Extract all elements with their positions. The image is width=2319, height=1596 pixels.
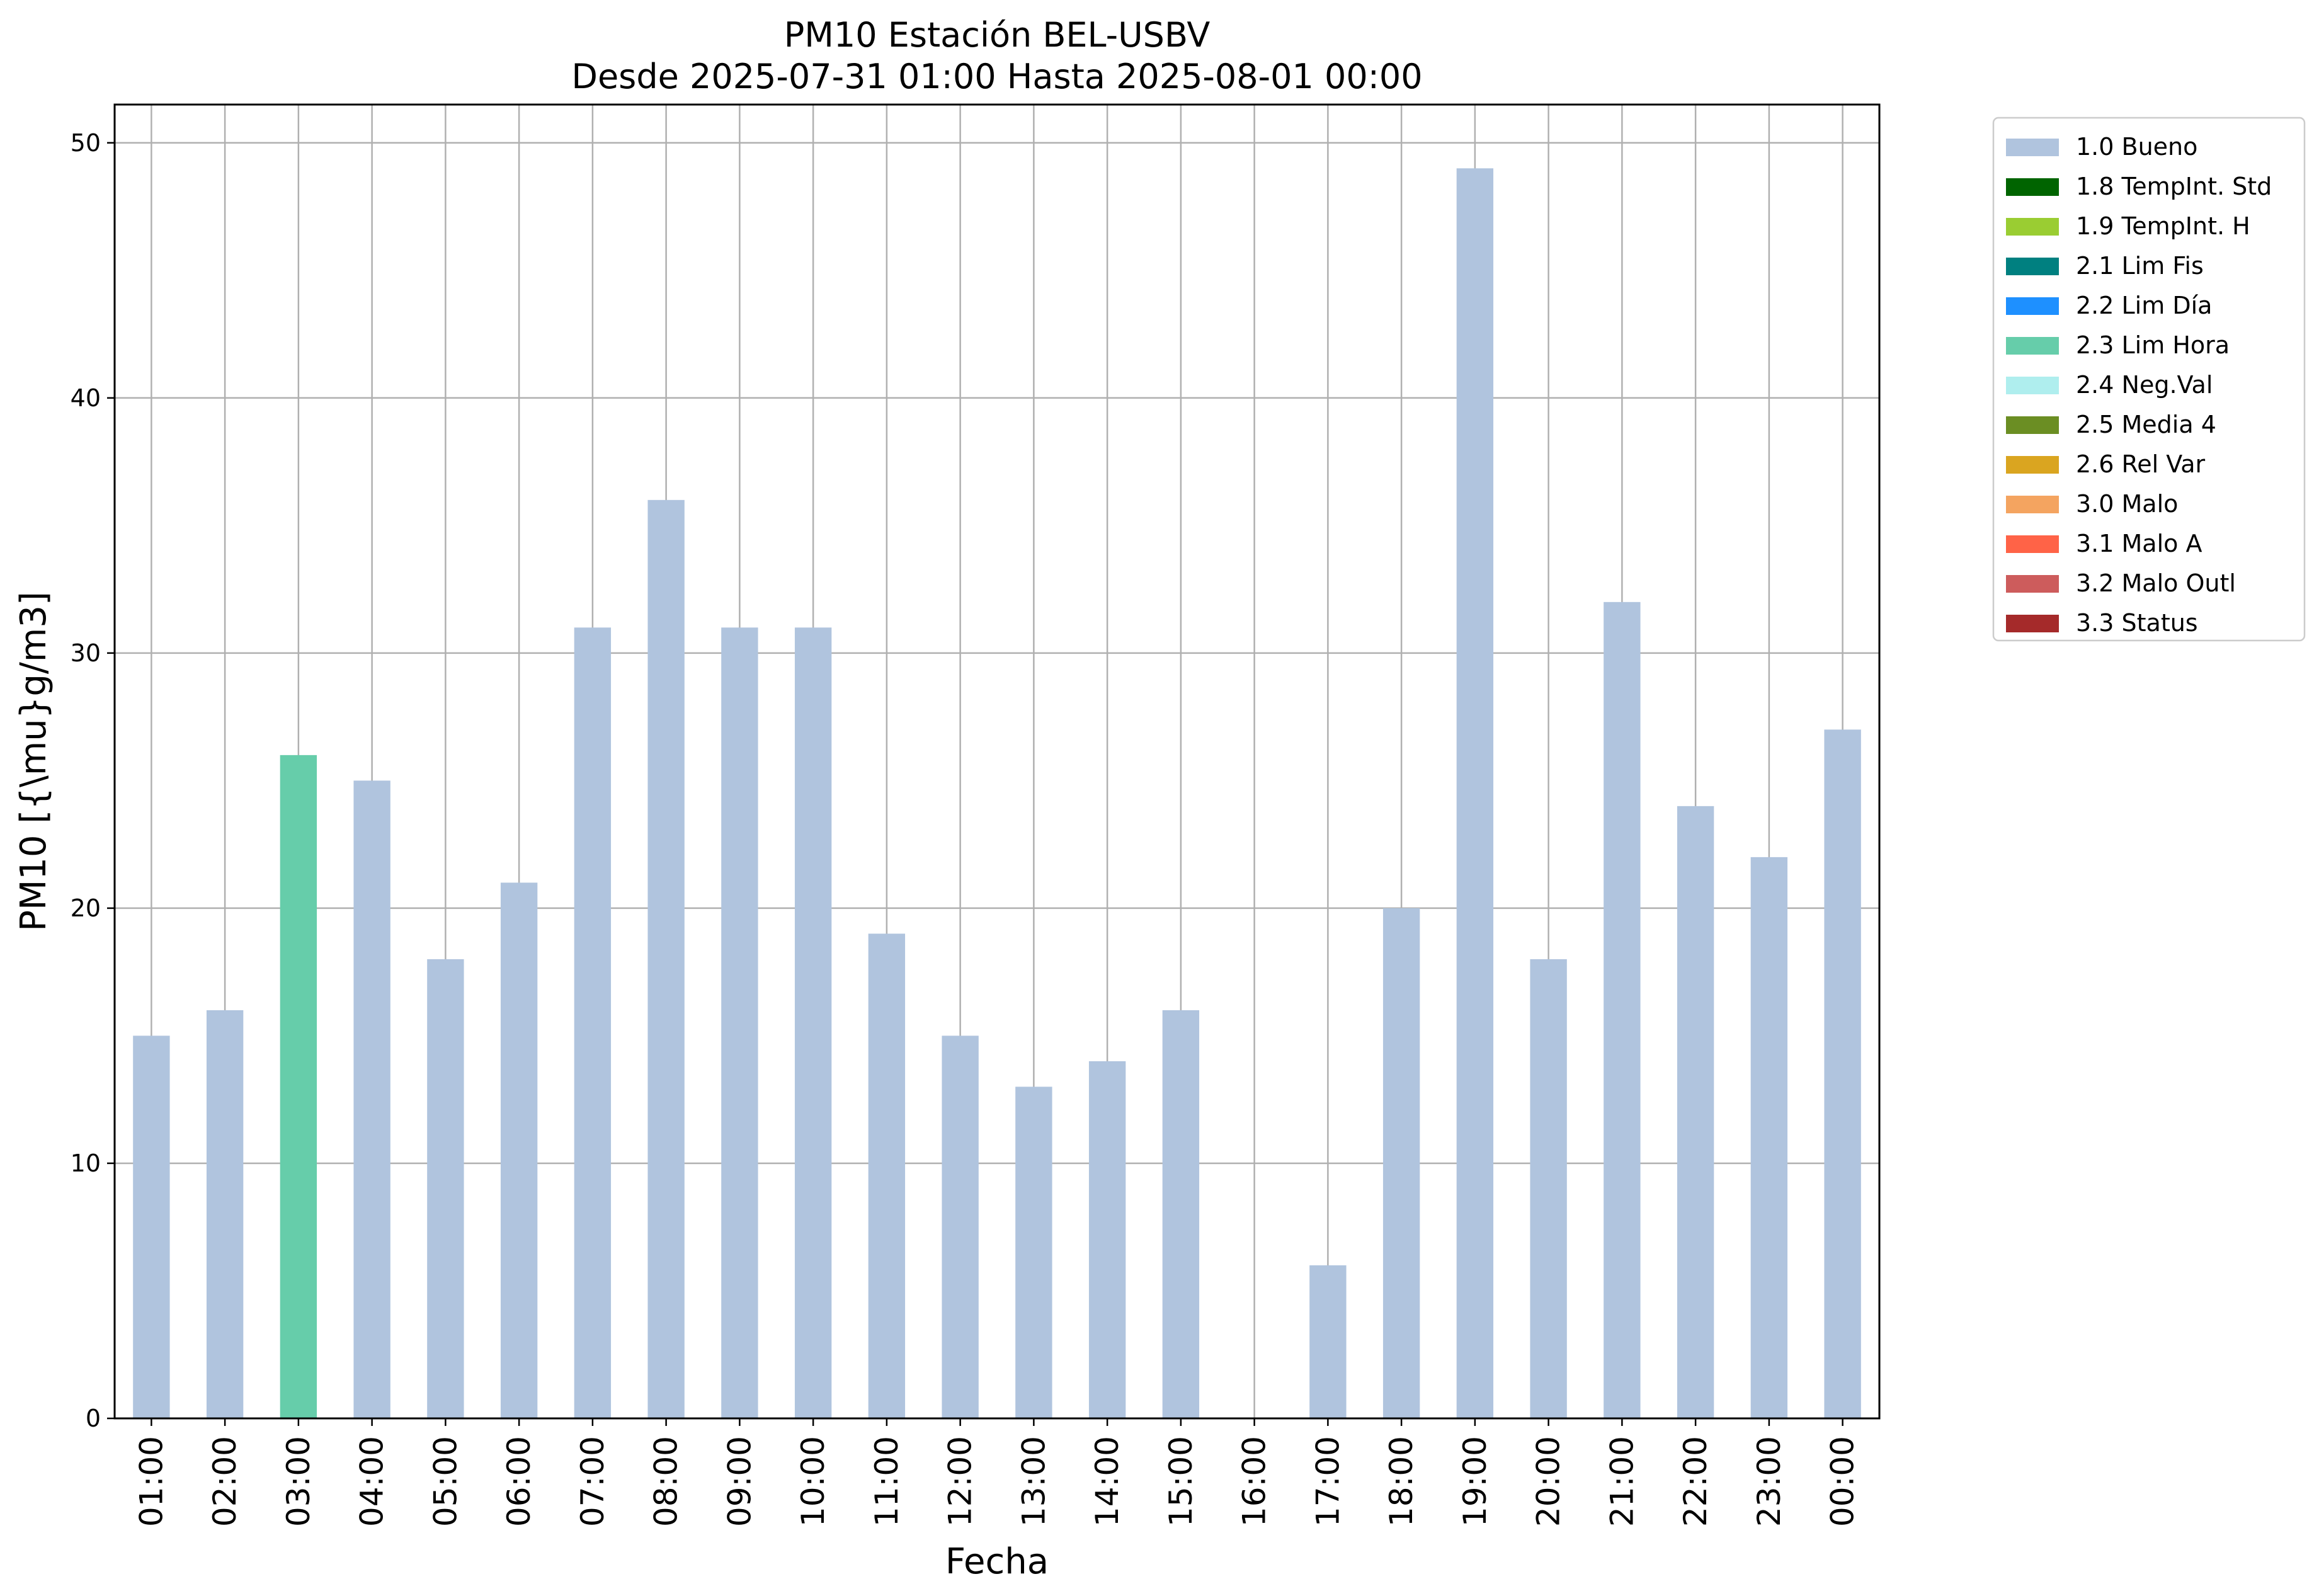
bar-1900 [1456,168,1494,1418]
legend-frame [1992,117,2306,642]
bar-0100 [133,1035,170,1418]
x-tick-label: 15:00 [1163,1436,1199,1527]
x-tick-label: 08:00 [648,1436,685,1527]
legend-swatch [2006,575,2059,593]
x-tick-label: 09:00 [721,1436,758,1527]
legend-label: 2.2 Lim Día [2076,292,2212,319]
x-tick-label: 19:00 [1457,1436,1493,1527]
y-axis-label: PM10 [{\mu}g/m3] [13,591,54,932]
legend-label: 2.3 Lim Hora [2076,331,2230,359]
y-tick-label: 20 [71,894,101,922]
bar-1200 [942,1035,979,1418]
legend-label: 3.3 Status [2076,609,2198,637]
legend-label: 3.1 Malo A [2076,530,2202,557]
bar-0200 [206,1010,244,1418]
legend-label: 1.0 Bueno [2076,133,2197,161]
legend-label: 2.5 Media 4 [2076,411,2216,438]
plot-frame [113,103,1881,1420]
bar-0000 [1824,729,1861,1418]
x-tick-label: 07:00 [574,1436,611,1527]
bar-0500 [427,959,464,1418]
x-tick-label: 18:00 [1383,1436,1420,1527]
legend-swatch [2006,258,2059,275]
x-axis-ticks: 01:00 02:00 03:00 04:00 05:00 06:00 07:00 08:00… [133,1418,1861,1527]
x-tick-label: 01:00 [133,1436,169,1527]
legend-swatch [2006,535,2059,553]
x-tick-label: 13:00 [1015,1436,1052,1527]
legend-swatch [2006,496,2059,513]
x-tick-label: 00:00 [1825,1436,1861,1527]
legend-label: 1.9 TempInt. H [2076,212,2250,240]
y-tick-label: 40 [71,384,101,412]
bar-0300 [280,755,317,1418]
legend-swatch [2006,377,2059,394]
legend-label: 2.4 Neg.Val [2076,371,2213,399]
legend-label: 3.2 Malo Outl [2076,569,2236,597]
chart-title: PM10 Estación BEL-USBV [784,15,1211,55]
y-tick-label: 30 [71,639,101,667]
bar-0600 [500,882,538,1418]
bar-0400 [353,780,390,1418]
bar-2300 [1750,857,1788,1418]
x-tick-label: 23:00 [1751,1436,1787,1527]
x-tick-label: 11:00 [869,1436,905,1527]
bar-2000 [1530,959,1567,1418]
x-tick-label: 17:00 [1309,1436,1346,1527]
x-tick-label: 10:00 [795,1436,831,1527]
bar-2200 [1677,806,1714,1418]
x-tick-label: 03:00 [280,1436,317,1527]
legend-label: 1.8 TempInt. Std [2076,173,2272,200]
x-tick-label: 16:00 [1236,1436,1273,1527]
chart-subtitle: Desde 2025-07-31 01:00 Hasta 2025-08-01 … [571,57,1422,96]
x-tick-label: 22:00 [1677,1436,1714,1527]
legend-swatch [2006,178,2059,196]
legend-swatch [2006,456,2059,474]
legend-label: 3.0 Malo [2076,490,2178,518]
y-tick-label: 0 [86,1405,101,1432]
x-tick-label: 14:00 [1089,1436,1125,1527]
legend-swatch [2006,615,2059,632]
x-tick-label: 05:00 [427,1436,464,1527]
legend-label: 2.6 Rel Var [2076,450,2206,478]
bar-1700 [1309,1265,1347,1418]
x-axis-label: Fecha [945,1541,1049,1582]
y-tick-label: 10 [71,1149,101,1177]
x-tick-label: 06:00 [501,1436,537,1527]
x-tick-label: 12:00 [942,1436,979,1527]
legend-swatch [2006,297,2059,315]
bar-0800 [647,499,685,1419]
x-tick-label: 02:00 [207,1436,243,1527]
bar-0700 [574,627,612,1418]
bar-1500 [1162,1010,1200,1418]
y-tick-label: 50 [71,129,101,157]
legend-swatch [2006,337,2059,355]
x-tick-label: 20:00 [1530,1436,1567,1527]
bar-1400 [1088,1061,1126,1418]
bar-2100 [1604,601,1641,1418]
legend-swatch [2006,139,2059,156]
bar-1000 [794,627,832,1418]
x-tick-label: 21:00 [1604,1436,1640,1527]
x-tick-label: 04:00 [354,1436,390,1527]
bar-1800 [1382,908,1420,1418]
bar-0900 [721,627,758,1418]
bar-1100 [868,933,906,1418]
legend-swatch [2006,416,2059,434]
legend: 1.0 Bueno 1.8 TempInt. Std 1.9 TempInt. H 2… [1992,117,2306,642]
y-axis-ticks: 0 10 20 30 40 50 [71,129,115,1432]
legend-label: 2.1 Lim Fis [2076,252,2204,280]
bar-1300 [1015,1086,1052,1418]
bars [133,168,1861,1419]
legend-swatch [2006,218,2059,236]
